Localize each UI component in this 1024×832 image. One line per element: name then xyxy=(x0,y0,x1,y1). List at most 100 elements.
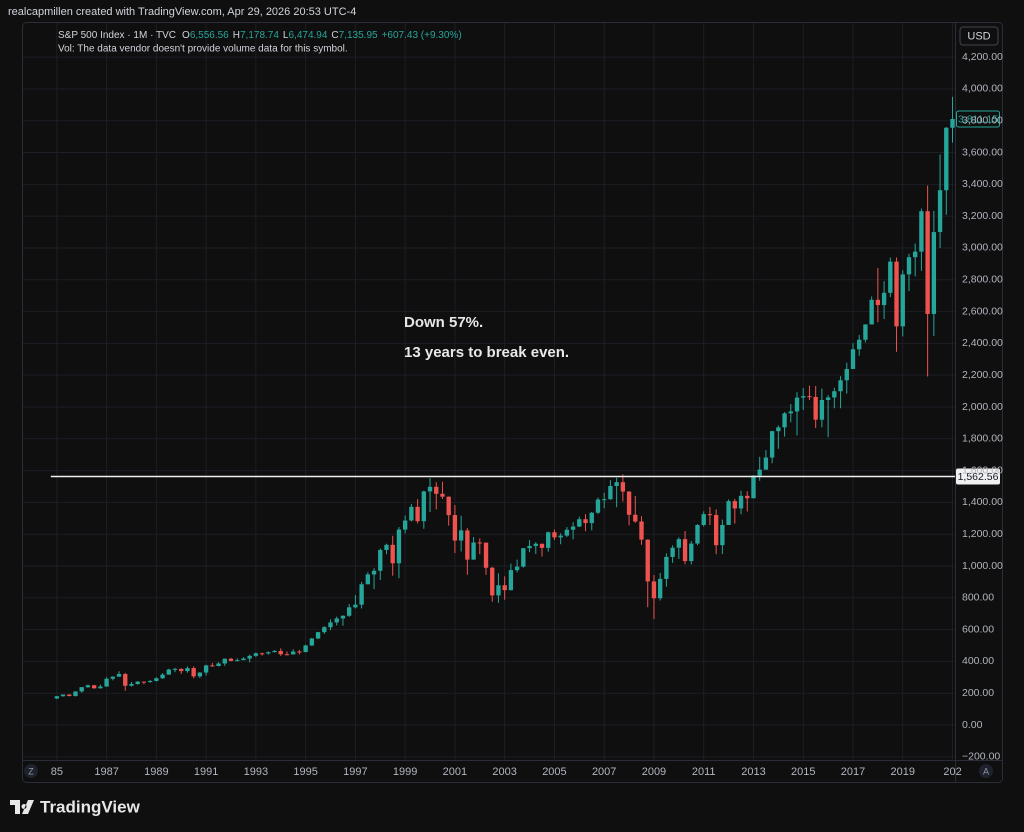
candle-body xyxy=(384,544,389,550)
candle-body xyxy=(135,681,140,684)
candle-body xyxy=(558,535,563,538)
x-tick-label: 2017 xyxy=(841,766,865,778)
candle-body xyxy=(527,545,532,549)
candle-body xyxy=(197,672,203,677)
y-tick-label: 3,400.00 xyxy=(962,178,1003,190)
currency-button[interactable] xyxy=(959,26,999,46)
candle-body xyxy=(769,431,775,458)
candle-body xyxy=(732,501,737,509)
header-text: realcapmillen created with TradingView.c… xyxy=(8,6,356,18)
y-tick-label: 3,200.00 xyxy=(962,210,1003,222)
y-tick-label: 2,600.00 xyxy=(962,305,1003,317)
candle-body xyxy=(726,501,731,525)
axis-button-label: A xyxy=(983,766,989,776)
candle-body xyxy=(807,396,812,398)
candle-body xyxy=(757,469,762,476)
axis-button[interactable] xyxy=(24,764,38,778)
y-tick-label: 400.00 xyxy=(962,655,994,667)
candle-body xyxy=(91,685,97,689)
candle-body xyxy=(514,566,520,571)
y-tick-label: 4,200.00 xyxy=(962,51,1003,63)
candle-body xyxy=(160,674,165,679)
candle-body xyxy=(583,519,588,524)
candle-body xyxy=(496,585,501,596)
candle-body xyxy=(614,482,619,487)
candle-body xyxy=(141,681,147,683)
candle-body xyxy=(235,660,240,662)
legend-change: +607.43 (+9.30%) xyxy=(382,30,462,41)
candle-body xyxy=(421,491,426,522)
candle-body xyxy=(67,694,72,697)
y-tick-label: 1,600.00 xyxy=(962,464,1003,476)
price-label-box xyxy=(956,468,1000,485)
candle-body xyxy=(689,543,694,562)
candle-body xyxy=(247,655,252,659)
candle-body xyxy=(241,658,246,661)
candle-body xyxy=(944,127,949,191)
candle-body xyxy=(589,512,594,524)
candle-body xyxy=(695,524,700,544)
y-tick-label: 1,200.00 xyxy=(962,528,1003,540)
candle-body xyxy=(664,556,669,579)
brand-name: TradingView xyxy=(40,797,141,816)
candle-body xyxy=(608,486,613,500)
axis-button[interactable] xyxy=(979,764,993,778)
candle-body xyxy=(844,368,849,381)
candle-body xyxy=(328,622,333,628)
candle-body xyxy=(900,274,905,327)
candle-body xyxy=(291,651,296,655)
y-tick-label: −200.00 xyxy=(962,751,1000,763)
candle-body xyxy=(788,411,793,414)
last-price-label: 3,811.15 xyxy=(958,113,998,125)
x-tick-label: 1995 xyxy=(293,766,317,778)
candle-body xyxy=(564,529,570,536)
y-tick-label: 2,400.00 xyxy=(962,337,1003,349)
candle-body xyxy=(353,604,358,608)
candle-body xyxy=(477,542,482,544)
y-tick-label: 1,800.00 xyxy=(962,433,1003,445)
candle-body xyxy=(54,696,60,699)
legend: S&P 500 Index · 1M · TVC O6,556.56 H7,178.… xyxy=(58,30,462,41)
candle-body xyxy=(906,257,912,275)
x-tick-label: 1991 xyxy=(194,766,218,778)
candle-body xyxy=(633,514,638,522)
candle-body xyxy=(508,570,514,591)
candle-body xyxy=(707,514,713,516)
last-price-box xyxy=(956,110,1000,128)
candle-body xyxy=(371,570,377,575)
x-tick-label: 1987 xyxy=(94,766,118,778)
legend-key: L xyxy=(283,30,289,41)
legend-value: 6,474.94 xyxy=(288,30,327,41)
candle-body xyxy=(104,678,109,687)
candle-body xyxy=(894,261,899,327)
legend-key: H xyxy=(233,30,240,41)
x-tick-label: 1997 xyxy=(343,766,367,778)
candle-body xyxy=(440,493,445,497)
candle-body xyxy=(620,482,626,492)
candle-body xyxy=(931,232,937,314)
candle-body xyxy=(881,292,887,306)
x-tick-label: 1999 xyxy=(393,766,417,778)
candle-body xyxy=(794,397,800,412)
candle-body xyxy=(446,496,451,516)
candle-body xyxy=(259,653,265,655)
overlay: 1,562.56 3,811.15 xyxy=(50,110,1000,485)
candle-body xyxy=(266,652,271,654)
candle-body xyxy=(570,526,576,530)
candle-body xyxy=(303,645,308,653)
candle-body xyxy=(676,539,682,548)
candle-body xyxy=(222,658,227,664)
candle-body xyxy=(701,514,706,525)
candle-body xyxy=(819,399,825,420)
candle-body xyxy=(110,676,115,679)
candle-body xyxy=(79,687,84,692)
candle-body xyxy=(465,530,470,560)
candle-body xyxy=(253,653,259,656)
candle-body xyxy=(309,638,315,646)
candle-body xyxy=(203,665,209,673)
y-tick-label: 1,400.00 xyxy=(962,496,1003,508)
candle-body xyxy=(129,683,134,686)
candle-body xyxy=(919,211,924,252)
